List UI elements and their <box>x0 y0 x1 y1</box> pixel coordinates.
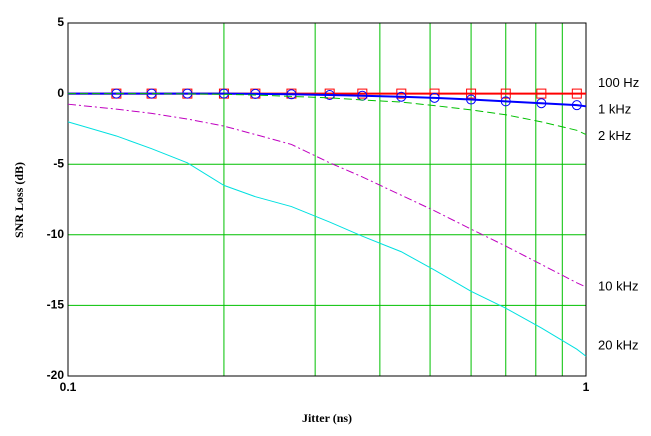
series-label: 2 kHz <box>598 128 631 143</box>
marker <box>571 88 582 99</box>
x-tick-label: 1 <box>583 380 590 394</box>
marker <box>500 96 511 107</box>
y-axis-label: SNR Loss (dB) <box>12 162 26 238</box>
y-tick-label: -20 <box>47 368 65 382</box>
marker <box>396 91 407 102</box>
y-tick-label: 5 <box>57 15 64 29</box>
x-axis-label: Jitter (ns) <box>302 411 352 425</box>
marker <box>466 94 477 105</box>
marker <box>536 98 547 109</box>
series-label: 10 kHz <box>598 278 638 293</box>
y-tick-label: -15 <box>47 298 65 312</box>
series-line <box>68 93 587 136</box>
marker <box>466 88 477 99</box>
marker <box>396 88 407 99</box>
series-label: 20 kHz <box>598 338 638 353</box>
marker <box>571 100 582 111</box>
marker <box>429 92 440 103</box>
marker <box>218 88 229 99</box>
y-tick-label: -5 <box>53 156 64 170</box>
marker <box>536 88 547 99</box>
series-label: 1 kHz <box>598 102 631 117</box>
series-label: 100 Hz <box>598 75 639 90</box>
y-tick-label: 0 <box>57 86 64 100</box>
marker <box>324 90 335 101</box>
marker <box>286 89 297 100</box>
marker <box>250 88 261 99</box>
plot-frame <box>67 22 587 377</box>
x-tick-label: 0.1 <box>60 380 77 394</box>
y-tick-label: -10 <box>47 227 65 241</box>
series-line <box>67 103 587 288</box>
series-line <box>68 92 587 108</box>
marker <box>500 88 511 99</box>
series-line <box>67 121 587 357</box>
